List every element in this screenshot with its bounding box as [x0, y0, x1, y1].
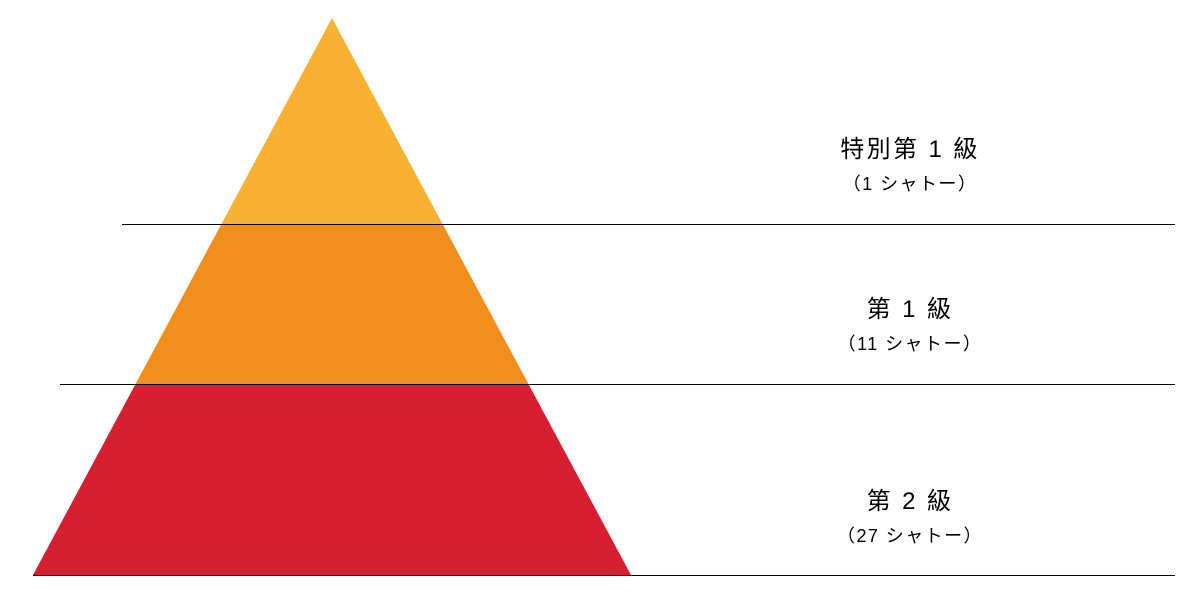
- tier-label-1: 特別第 1 級 （1 シャトー）: [660, 129, 1160, 196]
- divider-2: [60, 384, 1175, 385]
- tier-title-2: 第 1 級: [660, 289, 1160, 324]
- tier-subtitle-2: （11 シャトー）: [660, 330, 1160, 356]
- tier-subtitle-3: （27 シャトー）: [660, 522, 1160, 548]
- pyramid-diagram: 特別第 1 級 （1 シャトー） 第 1 級 （11 シャトー） 第 2 級 （…: [0, 0, 1200, 600]
- tier-title-3: 第 2 級: [660, 481, 1160, 516]
- divider-3: [33, 575, 1175, 576]
- tier-shape-1: [221, 18, 442, 224]
- tier-shape-3: [33, 384, 631, 575]
- tier-label-3: 第 2 級 （27 シャトー）: [660, 481, 1160, 548]
- tier-label-2: 第 1 級 （11 シャトー）: [660, 289, 1160, 356]
- tier-title-1: 特別第 1 級: [660, 129, 1160, 164]
- tier-subtitle-1: （1 シャトー）: [660, 170, 1160, 196]
- tier-shape-2: [136, 224, 529, 384]
- divider-1: [122, 224, 1175, 225]
